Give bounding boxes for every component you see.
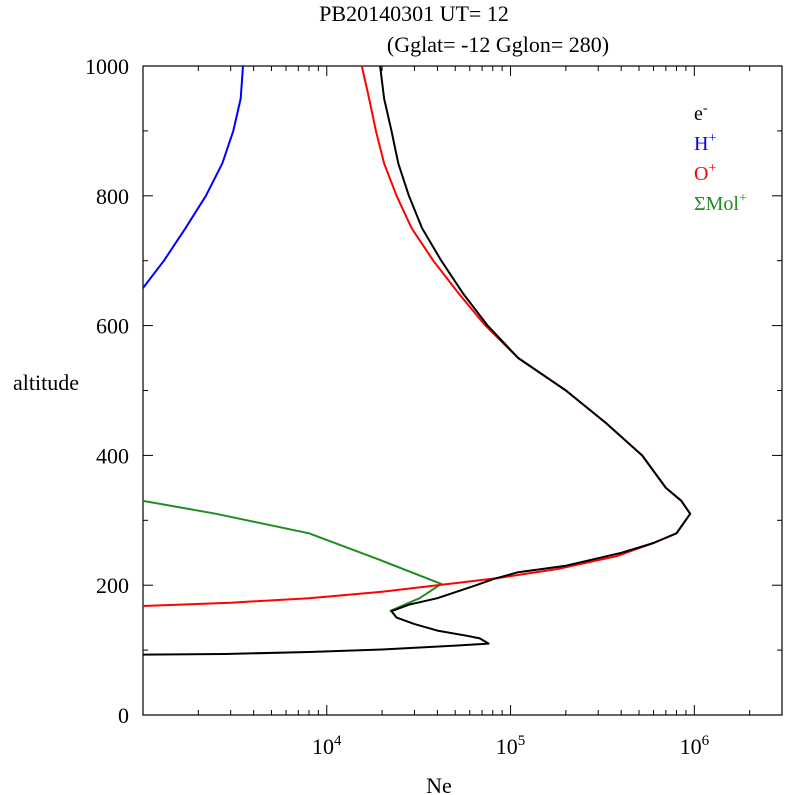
legend: e- H+ O+ ΣMol+: [694, 101, 747, 215]
y-tick-label: 1000: [85, 54, 129, 79]
series-line-mol: [143, 499, 443, 613]
series-line-e: [143, 66, 692, 656]
y-tick-label: 0: [118, 703, 129, 728]
axes: 0 200 400 600 800 1000 104 105 106: [85, 54, 783, 759]
plot-frame: [142, 65, 783, 716]
y-tick-label: 400: [96, 443, 129, 468]
legend-entry: O+: [694, 161, 716, 185]
legend-entry: e-: [694, 101, 708, 125]
y-tick-label: 600: [96, 314, 129, 339]
series-lines: [143, 66, 692, 656]
chart-title: PB20140301 UT= 12: [319, 1, 509, 26]
y-tick-label: 800: [96, 184, 129, 209]
legend-entry: ΣMol+: [694, 191, 747, 215]
series-line-h: [143, 66, 244, 289]
legend-entry: H+: [694, 131, 716, 155]
x-tick-label: 104: [312, 733, 342, 759]
y-tick-label: 200: [96, 573, 129, 598]
x-axis-label: Ne: [426, 773, 452, 795]
x-tick-label: 106: [680, 733, 710, 759]
series-line-o: [143, 66, 692, 607]
x-tick-label: 105: [496, 733, 526, 759]
y-axis-label: altitude: [13, 370, 79, 395]
chart-subtitle: (Gglat= -12 Gglon= 280): [387, 32, 609, 57]
